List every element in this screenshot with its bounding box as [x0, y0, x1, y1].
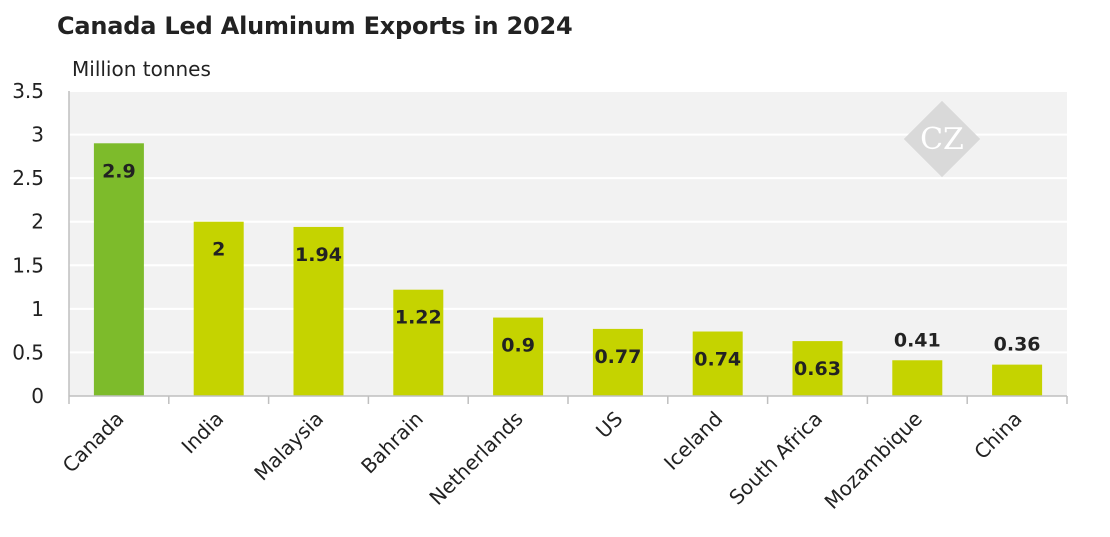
x-tick-label: South Africa [724, 407, 827, 510]
data-label: 0.77 [594, 346, 641, 368]
y-tick-label: 1 [31, 297, 44, 321]
data-label: 0.41 [894, 329, 941, 351]
cz-logo-icon: CZ [903, 100, 981, 178]
x-tick-label: Iceland [659, 407, 727, 475]
y-tick-label: 0.5 [12, 340, 44, 364]
data-label: 2 [212, 239, 225, 261]
y-tick-label: 1.5 [12, 253, 44, 277]
data-labels: 2.9 2 1.94 1.22 0.9 0.77 0.74 0.63 0.41 0.36 [102, 160, 1040, 380]
bar-bahrain [393, 289, 444, 396]
data-label: 0.74 [694, 349, 741, 371]
y-tick-labels: 0 0.5 1 1.5 2 2.5 3 3.5 [12, 79, 44, 408]
bar-india [193, 221, 244, 396]
y-axis-unit-label: Million tonnes [72, 57, 211, 81]
y-tick-label: 3.5 [12, 79, 44, 103]
y-tick-label: 3 [31, 123, 44, 147]
x-tick-label: India [177, 407, 229, 459]
data-label: 0.36 [994, 334, 1041, 356]
bars [93, 143, 1043, 396]
bar-china [992, 364, 1043, 396]
data-label: 2.9 [102, 160, 136, 182]
x-tick-label: Mozambique [820, 407, 927, 514]
bar-iceland [692, 331, 743, 396]
y-tick-label: 2 [31, 210, 44, 234]
bar-netherlands [493, 317, 544, 396]
chart-title: Canada Led Aluminum Exports in 2024 [57, 12, 573, 40]
y-tick-label: 2.5 [12, 166, 44, 190]
bar-south-africa [792, 341, 843, 396]
data-label: 0.63 [794, 358, 841, 380]
data-label: 1.94 [295, 244, 342, 266]
watermark-diamond [903, 100, 981, 178]
axes [68, 91, 1068, 404]
x-tick-label: China [969, 407, 1026, 464]
data-label: 0.9 [501, 335, 535, 357]
x-tick-label: Netherlands [424, 407, 527, 510]
x-tick-label: Malaysia [249, 407, 328, 486]
data-label: 1.22 [395, 307, 442, 329]
bar-malaysia [293, 226, 344, 396]
watermark-text: CZ [920, 122, 964, 157]
bar-mozambique [892, 360, 943, 396]
y-tick-label: 0 [31, 384, 44, 408]
bar-canada [93, 143, 144, 396]
x-tick-label: US [591, 407, 627, 443]
bar-us [592, 328, 643, 396]
x-tick-label: Bahrain [356, 407, 428, 479]
x-tick-label: Canada [58, 407, 129, 478]
